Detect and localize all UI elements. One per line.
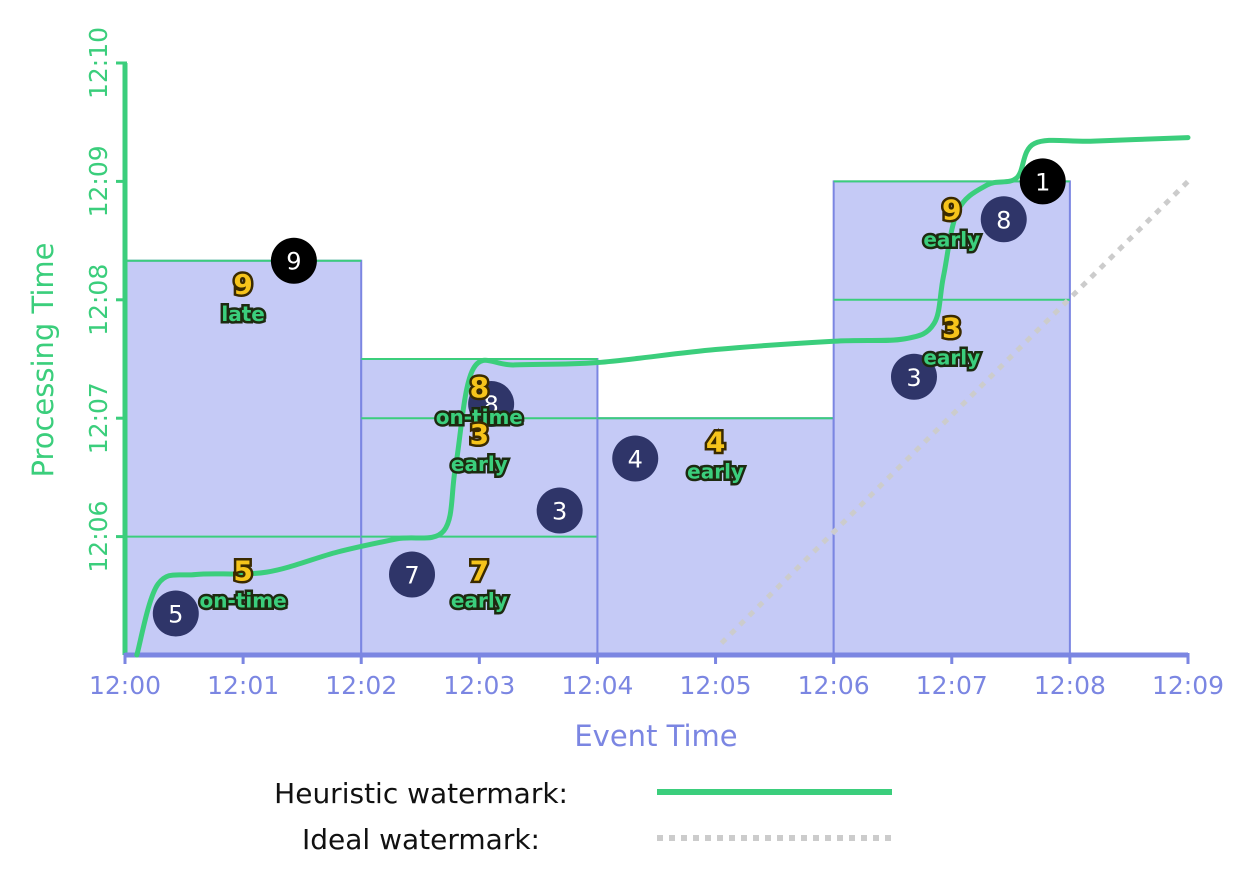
heuristic-watermark-line <box>134 135 1191 658</box>
x-tick-label: 12:05 <box>680 671 752 700</box>
input-dot-4: 3 <box>536 487 583 534</box>
x-tick-label: 12:03 <box>443 671 515 700</box>
input-dot-circle <box>270 237 317 284</box>
pane-output-1: 5on-time <box>197 552 289 615</box>
ticks-layer: 12:00 12:01 12:02 12:03 12:04 12:05 12:06 12:07… <box>84 27 1224 700</box>
windows-layer <box>124 180 1071 657</box>
input-dot-circle <box>890 353 937 400</box>
pane-output-timing: on-time <box>200 588 287 612</box>
pane-output-value: 9 <box>942 193 961 226</box>
x-tick-label: 12:06 <box>798 671 870 700</box>
axes-layer <box>122 63 1188 658</box>
pane-output-value: 7 <box>470 554 489 587</box>
input-dot-8: 1 <box>1019 158 1066 205</box>
y-tick-label: 12:10 <box>84 27 113 99</box>
input-dot-circle <box>536 487 583 534</box>
y-axis-label: Processing Time <box>26 242 60 477</box>
y-tick-label: 12:07 <box>84 382 113 454</box>
pane-output-timing: early <box>451 588 508 612</box>
input-dot-value: 3 <box>552 498 567 526</box>
pane-output-value: 3 <box>470 418 489 451</box>
input-dot-circle <box>389 551 436 598</box>
input-dot-value: 4 <box>628 445 643 473</box>
x-axis-label: Event Time <box>574 719 737 753</box>
pane-output-value: 9 <box>233 268 252 301</box>
heuristic-watermark-layer <box>134 135 1191 658</box>
input-dot-0: 5 <box>152 590 199 637</box>
pane-output-timing: on-time <box>436 405 523 429</box>
pane-outputs-layer: 9late5on-time8on-time3early7early4early3… <box>197 191 983 615</box>
input-dot-2: 7 <box>389 551 436 598</box>
window-3 <box>832 180 1071 656</box>
pane-output-value: 5 <box>233 554 252 587</box>
pane-output-timing: late <box>221 302 264 326</box>
input-dot-1: 9 <box>270 237 317 284</box>
y-tick-label: 12:08 <box>84 264 113 336</box>
legend: Heuristic watermark: Ideal watermark: <box>274 777 892 856</box>
x-tick-label: 12:09 <box>1152 671 1224 700</box>
pane-output-value: 4 <box>706 425 725 458</box>
y-tick-label: 12:09 <box>84 145 113 217</box>
window-0 <box>124 259 363 656</box>
x-tick-label: 12:04 <box>561 671 633 700</box>
input-dot-circle <box>468 380 515 427</box>
input-dot-value: 7 <box>404 561 419 589</box>
pane-output-timing: early <box>451 452 508 476</box>
input-dot-circle <box>1019 158 1066 205</box>
input-dot-value: 5 <box>168 601 183 629</box>
input-dot-circle <box>980 196 1027 243</box>
input-dot-3: 8 <box>468 380 515 427</box>
pane-output-2: 8on-time <box>433 368 525 431</box>
input-dot-value: 1 <box>1035 168 1050 196</box>
input-dot-circle <box>612 435 659 482</box>
input-dot-circle <box>152 590 199 637</box>
legend-ideal-label: Ideal watermark: <box>302 823 540 856</box>
x-tick-label: 12:07 <box>916 671 988 700</box>
input-dot-value: 8 <box>484 391 499 419</box>
input-dot-5: 4 <box>612 435 659 482</box>
legend-heuristic-label: Heuristic watermark: <box>274 777 568 810</box>
x-tick-label: 12:00 <box>89 671 161 700</box>
input-dot-value: 3 <box>906 364 921 392</box>
pane-output-value: 3 <box>942 312 961 345</box>
input-dot-value: 9 <box>286 248 301 276</box>
ideal-watermark-line <box>719 179 1190 645</box>
y-tick-label: 12:06 <box>84 501 113 573</box>
pane-output-timing: early <box>923 227 980 251</box>
pane-output-timing: early <box>687 459 744 483</box>
x-tick-label: 12:02 <box>325 671 397 700</box>
x-tick-label: 12:01 <box>207 671 279 700</box>
input-dot-7: 8 <box>980 196 1027 243</box>
input-dot-value: 8 <box>996 206 1011 234</box>
ideal-watermark-layer <box>719 179 1190 645</box>
pane-output-value: 8 <box>470 371 489 404</box>
pane-output-timing: early <box>923 346 980 370</box>
x-tick-label: 12:08 <box>1034 671 1106 700</box>
input-dot-6: 3 <box>890 353 937 400</box>
